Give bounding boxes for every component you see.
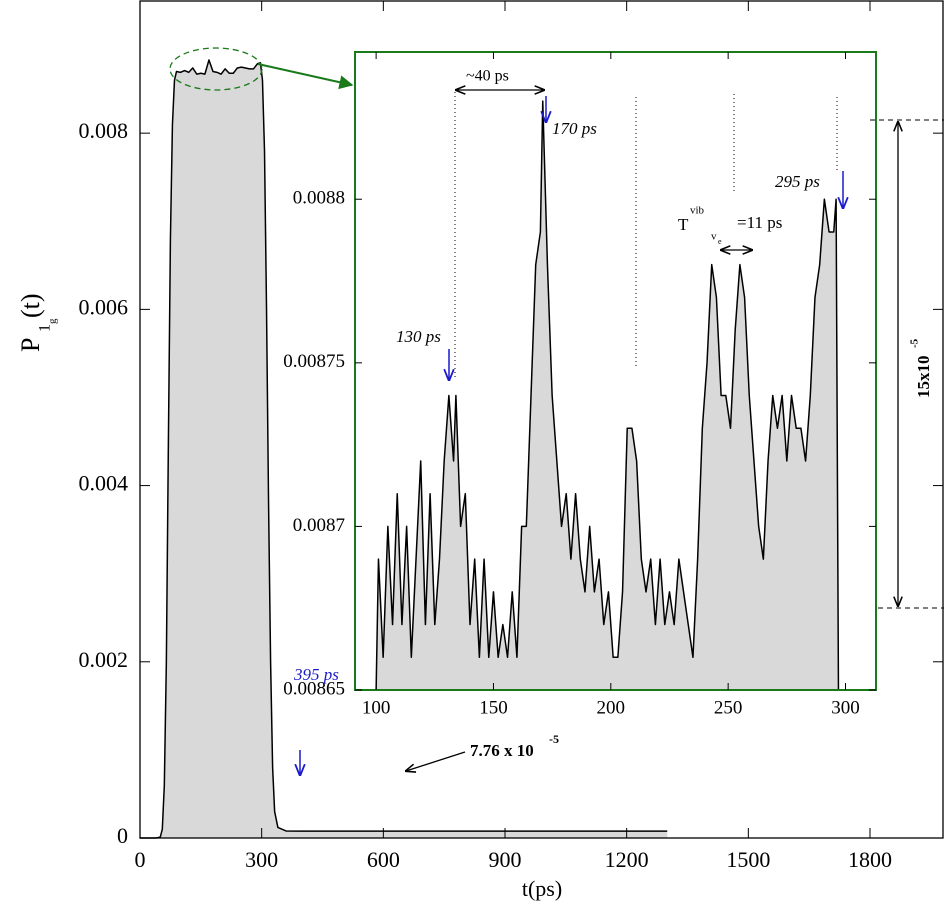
y-tick-label: 0.006 xyxy=(79,294,129,319)
arrival-label: 395 ps xyxy=(293,665,339,684)
line xyxy=(375,100,840,691)
x-tick-label: 250 xyxy=(714,697,743,718)
period-symbol: T xyxy=(678,215,689,234)
inset-plot: 100 150 200 250 300 0.00865 0.0087 0.00875 0.008… xyxy=(283,51,877,718)
zoom-arrow xyxy=(257,63,354,90)
y-label-arg: (t) xyxy=(16,293,45,318)
y-tick-label: 0.008 xyxy=(79,118,129,143)
x-tick-label: 300 xyxy=(831,697,860,718)
span-label: 15x10 xyxy=(914,356,933,399)
area-fill xyxy=(140,60,668,838)
y-tick-label: 0.00875 xyxy=(283,351,345,372)
plot-frame xyxy=(139,0,944,839)
y-tick-label: 0.002 xyxy=(79,647,129,672)
x-tick-label: 100 xyxy=(362,697,391,718)
plateau-exp: -5 xyxy=(549,732,559,746)
period-sup: vib xyxy=(690,205,705,217)
y-label-subsub: g xyxy=(47,318,59,324)
x-tick-label: 0 xyxy=(135,847,146,872)
period-value: =11 ps xyxy=(737,213,782,232)
plateau-arrow xyxy=(406,751,466,771)
plateau-label: 7.76 x 10 xyxy=(470,741,534,760)
y-tick-label: 0.0087 xyxy=(293,515,345,536)
y-tick-label: 0.0088 xyxy=(293,188,345,209)
x-tick-label: 150 xyxy=(479,697,508,718)
area-fill xyxy=(376,101,839,690)
y-tick-label: 0.00865 xyxy=(283,678,345,699)
x-tick-label: 1800 xyxy=(848,847,892,872)
line xyxy=(140,59,668,839)
x-tick-label: 1200 xyxy=(605,847,649,872)
x-tick-label: 900 xyxy=(489,847,522,872)
zoom-ellipse xyxy=(169,47,263,91)
spacing-label: ~40 ps xyxy=(466,68,509,85)
plot-frame xyxy=(354,51,877,691)
period-subsub: e xyxy=(718,237,722,246)
y-tick-label: 0.004 xyxy=(79,471,129,496)
x-tick-label: 200 xyxy=(597,697,626,718)
x-tick-label: 300 xyxy=(245,847,278,872)
main-plot: 0 300 600 900 1200 1500 1800 0 0.002 0.004 0.006 0.… xyxy=(79,0,944,872)
y-label-sub: 1 xyxy=(37,324,54,332)
y-label: P xyxy=(16,338,45,352)
span-exp: -5 xyxy=(909,338,921,348)
peak-label: 170 ps xyxy=(552,119,597,138)
x-tick-label: 1500 xyxy=(726,847,770,872)
annotations: P 1 g (t) t(ps) 395 ps 7.76 x 10 -5 ~40 … xyxy=(16,47,944,901)
peak-label: 130 ps xyxy=(396,327,441,346)
x-label: t(ps) xyxy=(522,876,562,901)
x-tick-label: 600 xyxy=(367,847,400,872)
peak-label: 295 ps xyxy=(775,172,820,191)
period-sub: v xyxy=(711,231,717,243)
y-tick-label: 0 xyxy=(117,823,128,848)
